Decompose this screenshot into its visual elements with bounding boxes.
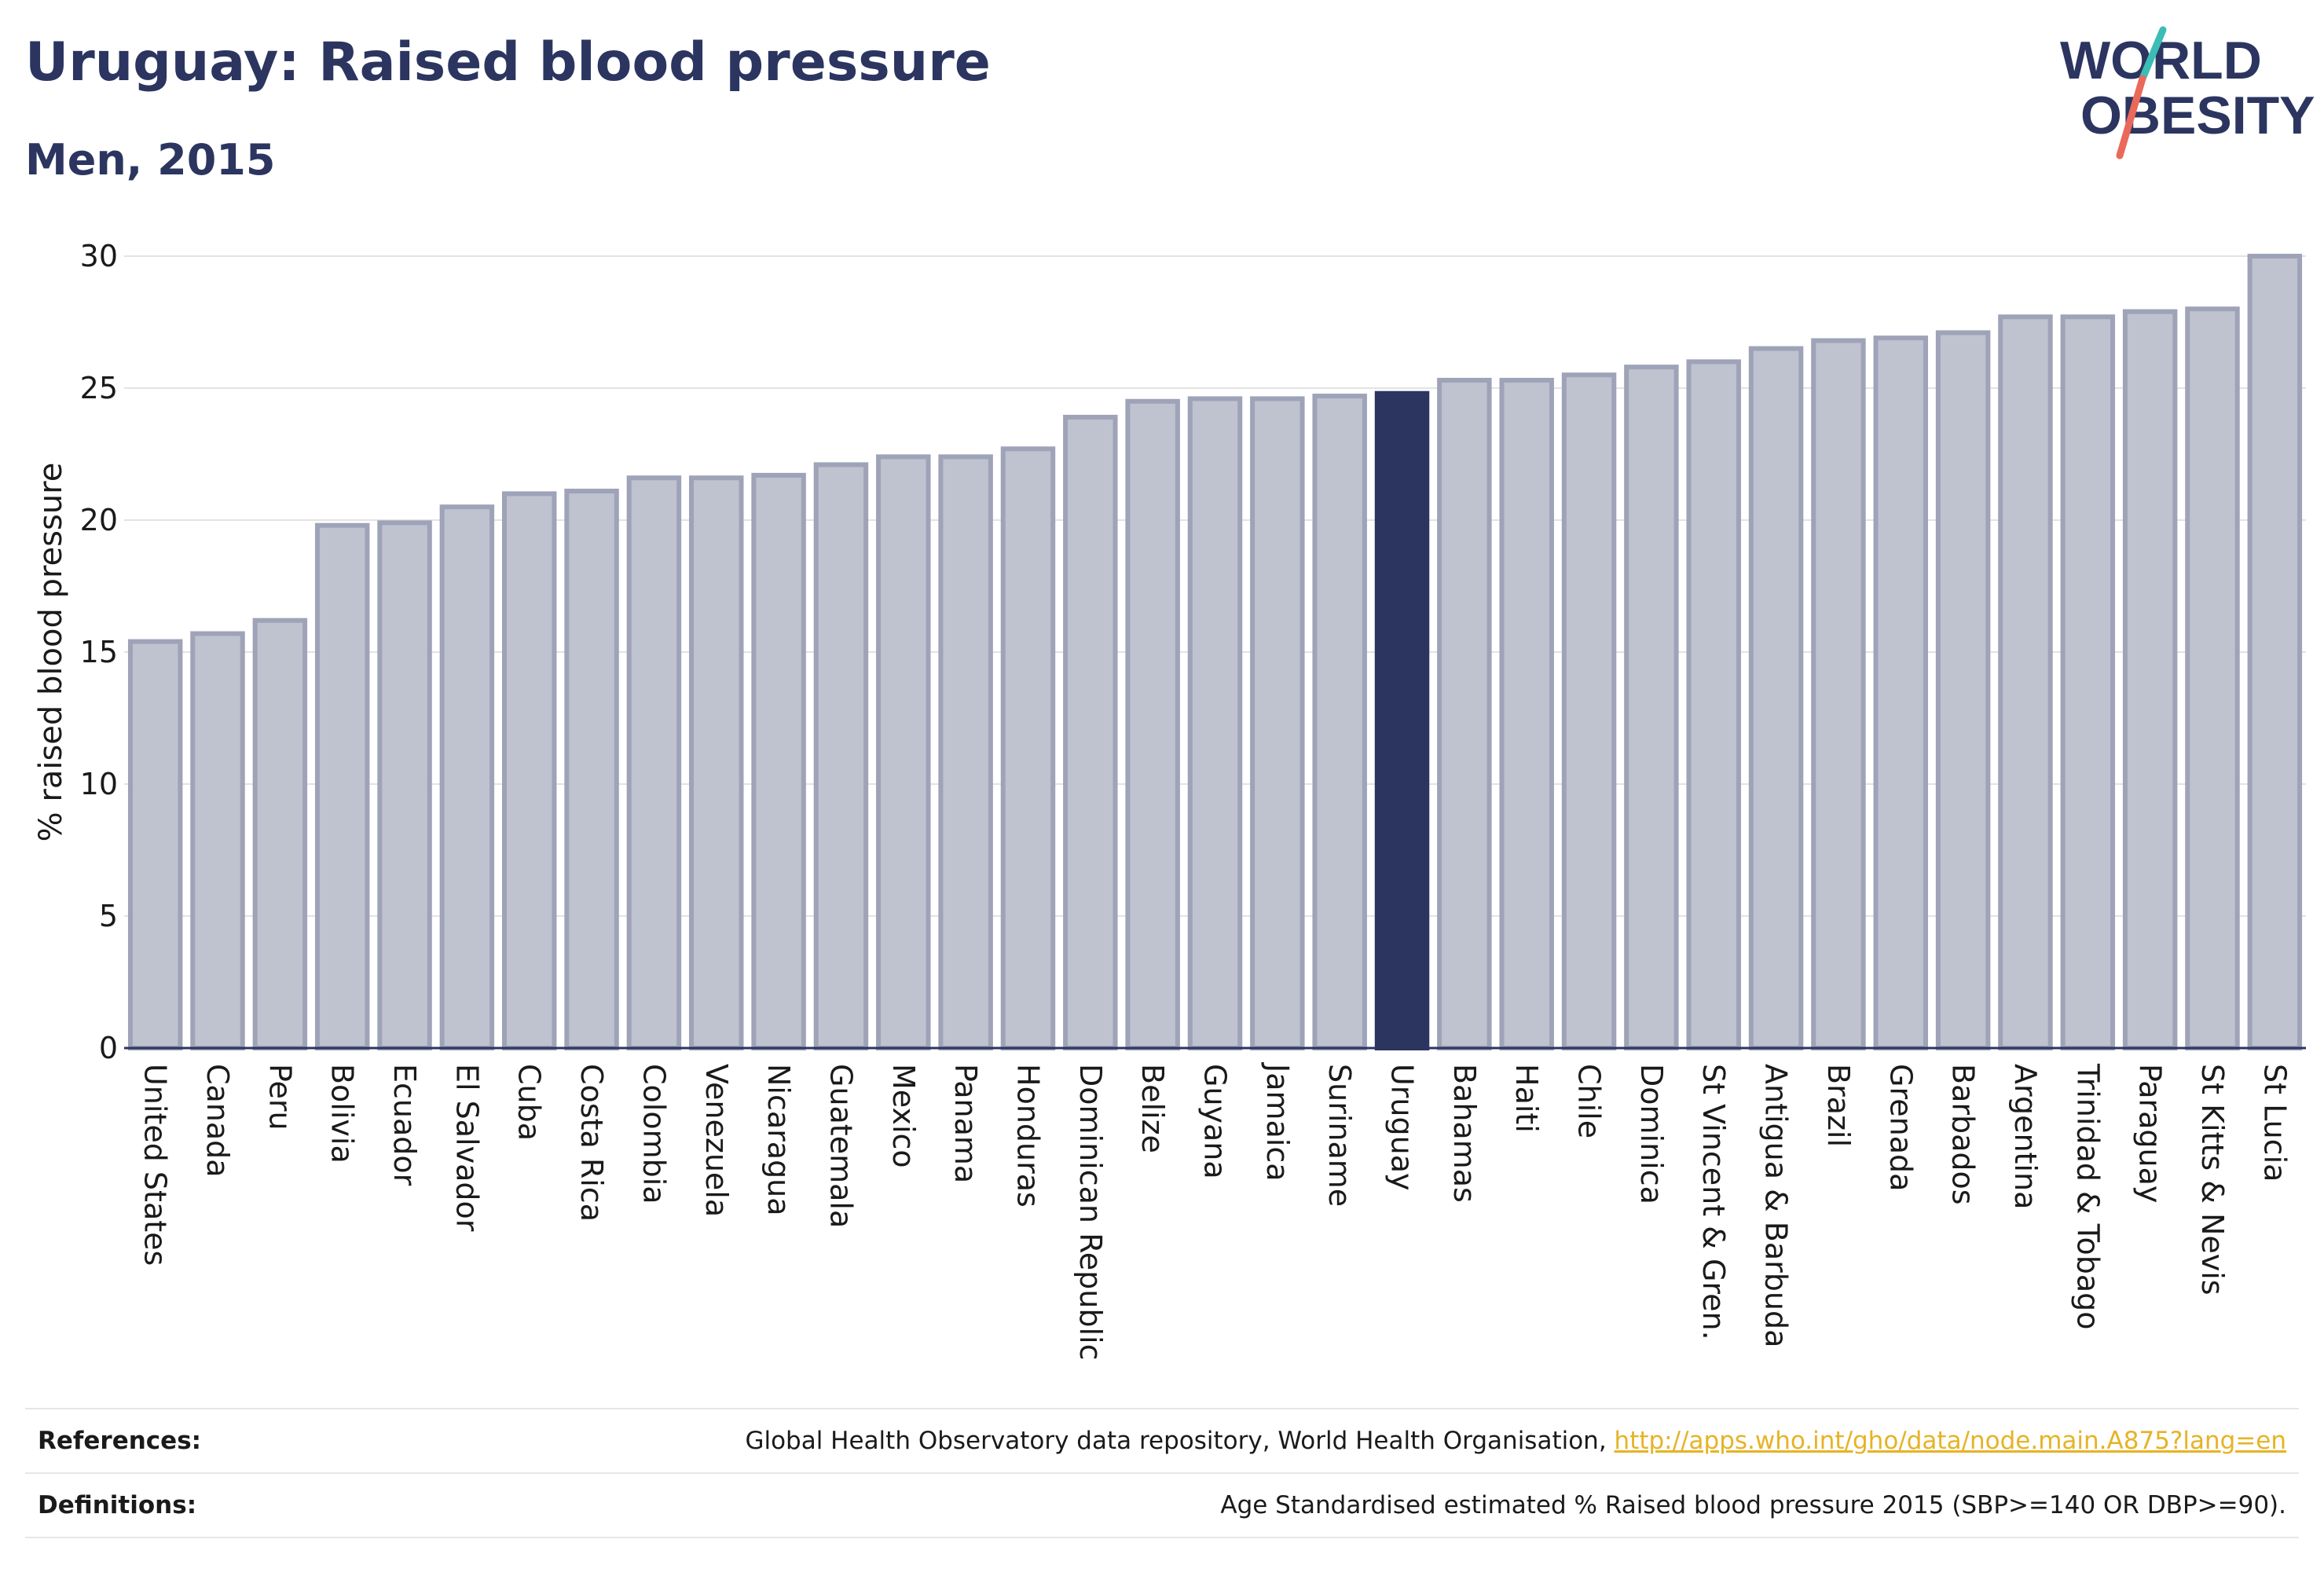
x-tick-label: Honduras bbox=[1010, 1064, 1045, 1208]
x-tick-label: St Lucia bbox=[2257, 1064, 2292, 1182]
bar-panama bbox=[938, 454, 993, 1050]
bar-united-states bbox=[127, 639, 183, 1050]
x-tick-label: Argentina bbox=[2008, 1064, 2043, 1209]
bar-trinidad-tobago bbox=[2060, 314, 2116, 1050]
y-tick-label: 5 bbox=[99, 899, 118, 933]
bar-grenada bbox=[1873, 335, 1929, 1051]
x-tick-label: Colombia bbox=[636, 1064, 671, 1204]
x-tick-label: Dominican Republic bbox=[1073, 1064, 1108, 1360]
x-tick-label: St Vincent & Gren. bbox=[1696, 1064, 1731, 1340]
x-tick-label: Chile bbox=[1572, 1064, 1607, 1138]
bar-peru bbox=[252, 618, 308, 1050]
logo-slash-red bbox=[2116, 75, 2146, 159]
x-tick-label: Barbados bbox=[1946, 1064, 1981, 1205]
bar-bahamas bbox=[1437, 377, 1492, 1051]
x-tick-label: Panama bbox=[948, 1064, 983, 1183]
bar-st-vincent-gren- bbox=[1686, 359, 1741, 1050]
x-tick-label: Uruguay bbox=[1385, 1064, 1420, 1191]
chart-subtitle: Men, 2015 bbox=[25, 135, 276, 185]
bar-el-salvador bbox=[439, 504, 495, 1050]
bar-suriname bbox=[1312, 394, 1367, 1050]
bar-brazil bbox=[1811, 338, 1866, 1050]
definitions-row: Definitions: Age Standardised estimated … bbox=[25, 1472, 2299, 1538]
bar-dominican-republic bbox=[1063, 414, 1118, 1050]
bar-paraguay bbox=[2122, 309, 2178, 1050]
references-value: Global Health Observatory data repositor… bbox=[745, 1427, 2286, 1455]
bar-canada bbox=[190, 631, 245, 1050]
x-tick-label: Ecuador bbox=[387, 1064, 422, 1186]
bar-antigua-barbuda bbox=[1748, 346, 1804, 1051]
x-tick-label: Bahamas bbox=[1447, 1064, 1482, 1203]
footer-divider bbox=[25, 1537, 2299, 1538]
x-tick-label: Venezuela bbox=[699, 1064, 734, 1217]
y-tick-labels: 0 5 10 15 20 25 30 bbox=[80, 239, 118, 1065]
bar-barbados bbox=[1935, 330, 1991, 1050]
x-tick-label: St Kitts & Nevis bbox=[2195, 1064, 2230, 1296]
x-tick-label: Belize bbox=[1135, 1064, 1170, 1153]
y-axis-label: % raised blood pressure bbox=[33, 463, 69, 842]
y-tick-label: 25 bbox=[80, 371, 118, 405]
x-tick-label: Peru bbox=[262, 1064, 297, 1131]
bar-nicaragua bbox=[751, 472, 806, 1050]
bars bbox=[127, 254, 2303, 1051]
x-tick-label: Bolivia bbox=[325, 1064, 360, 1164]
bar-haiti bbox=[1499, 377, 1554, 1051]
x-tick-label: Cuba bbox=[512, 1064, 547, 1141]
definitions-label: Definitions: bbox=[38, 1491, 197, 1519]
x-tick-label: United States bbox=[138, 1064, 173, 1266]
x-tick-label: Costa Rica bbox=[574, 1064, 609, 1222]
logo-slash-teal bbox=[2139, 26, 2167, 82]
y-tick-label: 10 bbox=[80, 767, 118, 801]
bar-argentina bbox=[1998, 314, 2053, 1050]
x-tick-label: Guatemala bbox=[823, 1064, 858, 1228]
references-text: Global Health Observatory data repositor… bbox=[745, 1427, 1615, 1455]
y-tick-label: 15 bbox=[80, 635, 118, 669]
x-tick-label: Jamaica bbox=[1260, 1062, 1295, 1182]
bar-chile bbox=[1561, 372, 1617, 1050]
bar-costa-rica bbox=[564, 489, 619, 1050]
y-tick-label: 0 bbox=[99, 1031, 118, 1065]
bar-jamaica bbox=[1250, 396, 1305, 1050]
bar-bolivia bbox=[314, 522, 370, 1050]
bar-honduras bbox=[1000, 446, 1056, 1050]
x-tick-label: Canada bbox=[200, 1064, 235, 1178]
world-obesity-logo: WORLD OBESITY bbox=[2060, 26, 2315, 159]
bar-colombia bbox=[626, 475, 682, 1050]
bar-belize bbox=[1125, 398, 1180, 1050]
bar-guyana bbox=[1187, 396, 1243, 1050]
x-tick-labels: United States Canada Peru Bolivia Ecuador El … bbox=[138, 1062, 2293, 1360]
x-tick-label: Antigua & Barbuda bbox=[1759, 1064, 1794, 1347]
bar-guatemala bbox=[813, 462, 869, 1050]
bar-mexico bbox=[876, 454, 931, 1050]
x-tick-label: Nicaragua bbox=[761, 1064, 796, 1216]
x-tick-label: Mexico bbox=[886, 1064, 921, 1168]
y-tick-label: 30 bbox=[80, 239, 118, 273]
references-label: References: bbox=[38, 1427, 202, 1455]
chart-title: Uruguay: Raised blood pressure bbox=[25, 31, 991, 93]
bar-venezuela bbox=[689, 475, 744, 1050]
x-tick-label: Guyana bbox=[1198, 1064, 1233, 1179]
bar-st-lucia bbox=[2247, 254, 2303, 1050]
bar-uruguay bbox=[1374, 390, 1430, 1051]
x-tick-label: Brazil bbox=[1821, 1064, 1856, 1147]
bar-cuba bbox=[501, 491, 557, 1050]
definitions-text: Age Standardised estimated % Raised bloo… bbox=[1220, 1491, 2286, 1519]
bar-st-kitts-nevis bbox=[2185, 306, 2240, 1050]
bar-ecuador bbox=[377, 520, 432, 1050]
x-tick-label: Dominica bbox=[1634, 1064, 1669, 1204]
references-link[interactable]: http://apps.who.int/gho/data/node.main.A… bbox=[1614, 1427, 2286, 1455]
y-tick-label: 20 bbox=[80, 503, 118, 537]
bar-dominica bbox=[1624, 365, 1679, 1050]
logo-line-obesity: OBESITY bbox=[2080, 86, 2315, 145]
x-tick-label: El Salvador bbox=[449, 1064, 484, 1232]
x-tick-label: Paraguay bbox=[2133, 1064, 2168, 1203]
bar-chart: 0 5 10 15 20 25 30 United States Canada Peru Boli… bbox=[33, 239, 2306, 1360]
x-tick-label: Grenada bbox=[1883, 1064, 1918, 1191]
x-tick-label: Haiti bbox=[1509, 1064, 1544, 1133]
x-tick-label: Trinidad & Tobago bbox=[2070, 1063, 2105, 1330]
x-tick-label: Suriname bbox=[1322, 1064, 1357, 1207]
references-row: References: Global Health Observatory da… bbox=[25, 1408, 2299, 1474]
